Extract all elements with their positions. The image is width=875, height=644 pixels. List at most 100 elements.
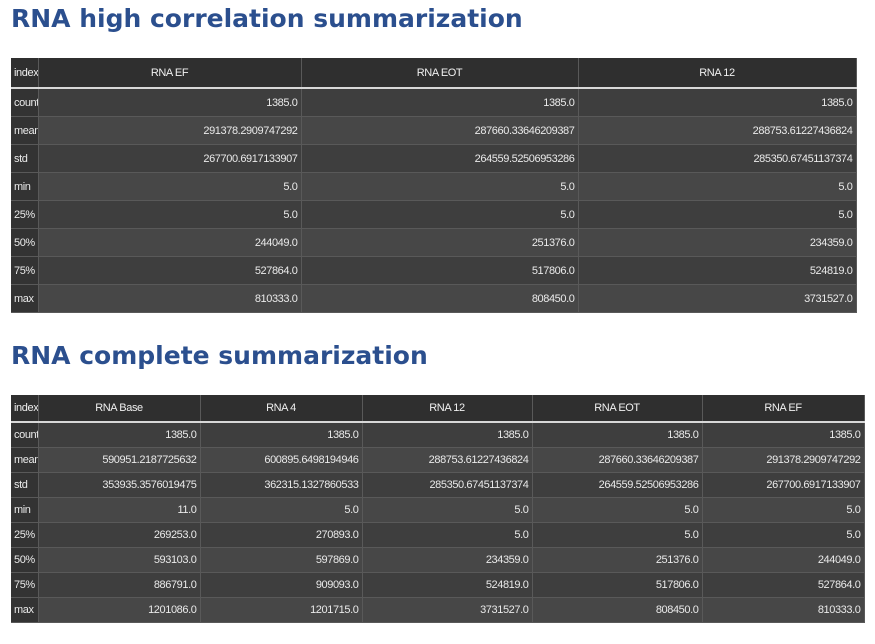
table-row: min 5.0 5.0 5.0	[11, 172, 857, 201]
table-cell: 810333.0	[38, 284, 302, 313]
table-cell: 1385.0	[200, 422, 363, 448]
table-cell: 810333.0	[702, 597, 865, 623]
table-row: count 1385.0 1385.0 1385.0	[11, 88, 857, 117]
complete-summary-table: index RNA Base RNA 4 RNA 12 RNA EOT RNA EF co…	[11, 395, 865, 623]
table-cell: 291378.2909747292	[38, 116, 302, 145]
table-cell: 517806.0	[301, 256, 579, 285]
row-label-mean: mean	[11, 447, 39, 473]
table-cell: 234359.0	[578, 228, 857, 257]
table-cell: 1385.0	[301, 88, 579, 117]
table-cell: 264559.52506953286	[532, 472, 703, 498]
table-row: 50% 593103.0 597869.0 234359.0 251376.0 24404…	[11, 547, 865, 573]
table-cell: 1385.0	[532, 422, 703, 448]
table-row: mean 590951.2187725632 600895.6498194946 28…	[11, 447, 865, 473]
row-label-min: min	[11, 172, 39, 201]
column-header-rna-ef: RNA EF	[702, 395, 865, 423]
table-cell: 597869.0	[200, 547, 363, 573]
table-cell: 5.0	[578, 200, 857, 229]
table-cell: 244049.0	[38, 228, 302, 257]
table-cell: 5.0	[362, 497, 533, 523]
table-cell: 524819.0	[578, 256, 857, 285]
table-cell: 270893.0	[200, 522, 363, 548]
table-cell: 1201715.0	[200, 597, 363, 623]
table-cell: 1201086.0	[38, 597, 201, 623]
table-cell: 3731527.0	[362, 597, 533, 623]
table-cell: 5.0	[362, 522, 533, 548]
table-cell: 5.0	[301, 200, 579, 229]
table-cell: 808450.0	[532, 597, 703, 623]
table-cell: 808450.0	[301, 284, 579, 313]
table-cell: 287660.33646209387	[301, 116, 579, 145]
column-header-rna-ef: RNA EF	[38, 58, 302, 89]
column-header-rna-4: RNA 4	[200, 395, 363, 423]
row-label-50-pct: 50%	[11, 547, 39, 573]
table-cell: 909093.0	[200, 572, 363, 598]
table-cell: 5.0	[578, 172, 857, 201]
table-cell: 291378.2909747292	[702, 447, 865, 473]
table-cell: 264559.52506953286	[301, 144, 579, 173]
column-header-rna-12: RNA 12	[578, 58, 857, 89]
table-cell: 251376.0	[532, 547, 703, 573]
row-label-std: std	[11, 472, 39, 498]
table-cell: 1385.0	[38, 422, 201, 448]
table-cell: 267700.6917133907	[38, 144, 302, 173]
table-cell: 362315.1327860533	[200, 472, 363, 498]
table-row: 75% 527864.0 517806.0 524819.0	[11, 256, 857, 285]
column-header-index: index	[11, 395, 39, 423]
table-cell: 524819.0	[362, 572, 533, 598]
table-cell: 287660.33646209387	[532, 447, 703, 473]
table-cell: 5.0	[702, 497, 865, 523]
table2-title: RNA complete summarization	[11, 341, 428, 370]
table-row: mean 291378.2909747292 287660.33646209387 2…	[11, 116, 857, 145]
row-label-max: max	[11, 597, 39, 623]
table-row: 25% 5.0 5.0 5.0	[11, 200, 857, 229]
table-cell: 288753.61227436824	[362, 447, 533, 473]
column-header-rna-eot: RNA EOT	[532, 395, 703, 423]
row-label-75-pct: 75%	[11, 572, 39, 598]
table-cell: 593103.0	[38, 547, 201, 573]
table-cell: 285350.67451137374	[362, 472, 533, 498]
table-cell: 1385.0	[38, 88, 302, 117]
table-cell: 234359.0	[362, 547, 533, 573]
table-cell: 285350.67451137374	[578, 144, 857, 173]
table-row: 50% 244049.0 251376.0 234359.0	[11, 228, 857, 257]
row-label-std: std	[11, 144, 39, 173]
table1-title: RNA high correlation summarization	[11, 4, 523, 33]
column-header-rna-12: RNA 12	[362, 395, 533, 423]
column-header-rna-eot: RNA EOT	[301, 58, 579, 89]
column-header-index: index	[11, 58, 39, 89]
table-row: max 1201086.0 1201715.0 3731527.0 808450.0 81…	[11, 597, 865, 623]
table-row: count 1385.0 1385.0 1385.0 1385.0 1385.0	[11, 422, 865, 448]
table-cell: 269253.0	[38, 522, 201, 548]
table-cell: 5.0	[532, 522, 703, 548]
table-cell: 5.0	[702, 522, 865, 548]
table-row: min 11.0 5.0 5.0 5.0 5.0	[11, 497, 865, 523]
row-label-min: min	[11, 497, 39, 523]
table-cell: 288753.61227436824	[578, 116, 857, 145]
table-cell: 1385.0	[578, 88, 857, 117]
table-cell: 5.0	[532, 497, 703, 523]
column-header-rna-base: RNA Base	[38, 395, 201, 423]
table-cell: 527864.0	[38, 256, 302, 285]
table-row: 25% 269253.0 270893.0 5.0 5.0 5.0	[11, 522, 865, 548]
row-label-count: count	[11, 422, 39, 448]
table-cell: 5.0	[301, 172, 579, 201]
table-cell: 5.0	[200, 497, 363, 523]
table-header-row: index RNA EF RNA EOT RNA 12	[11, 58, 857, 89]
row-label-25-pct: 25%	[11, 200, 39, 229]
table-cell: 11.0	[38, 497, 201, 523]
table-cell: 5.0	[38, 172, 302, 201]
table-cell: 267700.6917133907	[702, 472, 865, 498]
row-label-75-pct: 75%	[11, 256, 39, 285]
table-cell: 527864.0	[702, 572, 865, 598]
high-correlation-summary-table: index RNA EF RNA EOT RNA 12 count 1385.0 1385…	[11, 58, 857, 313]
row-label-25-pct: 25%	[11, 522, 39, 548]
row-label-mean: mean	[11, 116, 39, 145]
table-cell: 1385.0	[362, 422, 533, 448]
table-row: std 353935.3576019475 362315.1327860533 285…	[11, 472, 865, 498]
table-cell: 590951.2187725632	[38, 447, 201, 473]
table-cell: 600895.6498194946	[200, 447, 363, 473]
table-row: 75% 886791.0 909093.0 524819.0 517806.0 52786…	[11, 572, 865, 598]
table-row: std 267700.6917133907 264559.52506953286 28…	[11, 144, 857, 173]
table-cell: 517806.0	[532, 572, 703, 598]
